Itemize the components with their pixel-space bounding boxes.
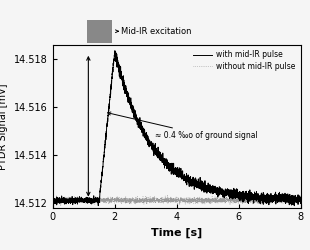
without mid-IR pulse [94,196,98,200]
without mid-IR pulse [146,196,150,199]
with mid-IR pulse [113,49,117,52]
without mid-IR pulse [294,198,298,201]
with mid-IR pulse [299,196,303,199]
with mid-IR pulse [292,204,296,207]
Line: with mid-IR pulse: with mid-IR pulse [53,51,301,206]
with mid-IR pulse [51,198,55,201]
without mid-IR pulse [79,198,83,201]
Text: Mid-IR excitation: Mid-IR excitation [121,27,191,36]
without mid-IR pulse [157,202,161,204]
without mid-IR pulse [268,198,271,201]
without mid-IR pulse [59,204,63,208]
with mid-IR pulse [79,198,83,202]
with mid-IR pulse [267,194,271,198]
with mid-IR pulse [294,198,298,201]
without mid-IR pulse [55,194,58,197]
without mid-IR pulse [299,198,303,201]
with mid-IR pulse [157,153,161,156]
Legend: with mid-IR pulse, without mid-IR pulse: with mid-IR pulse, without mid-IR pulse [192,49,297,72]
Y-axis label: PTDR Signal [mV]: PTDR Signal [mV] [0,83,8,170]
Line: without mid-IR pulse: without mid-IR pulse [53,195,301,206]
X-axis label: Time [s]: Time [s] [151,228,202,238]
without mid-IR pulse [51,200,55,202]
Text: ≈ 0.4 ‰o of ground signal: ≈ 0.4 ‰o of ground signal [108,112,258,140]
with mid-IR pulse [94,196,98,199]
with mid-IR pulse [146,135,150,138]
